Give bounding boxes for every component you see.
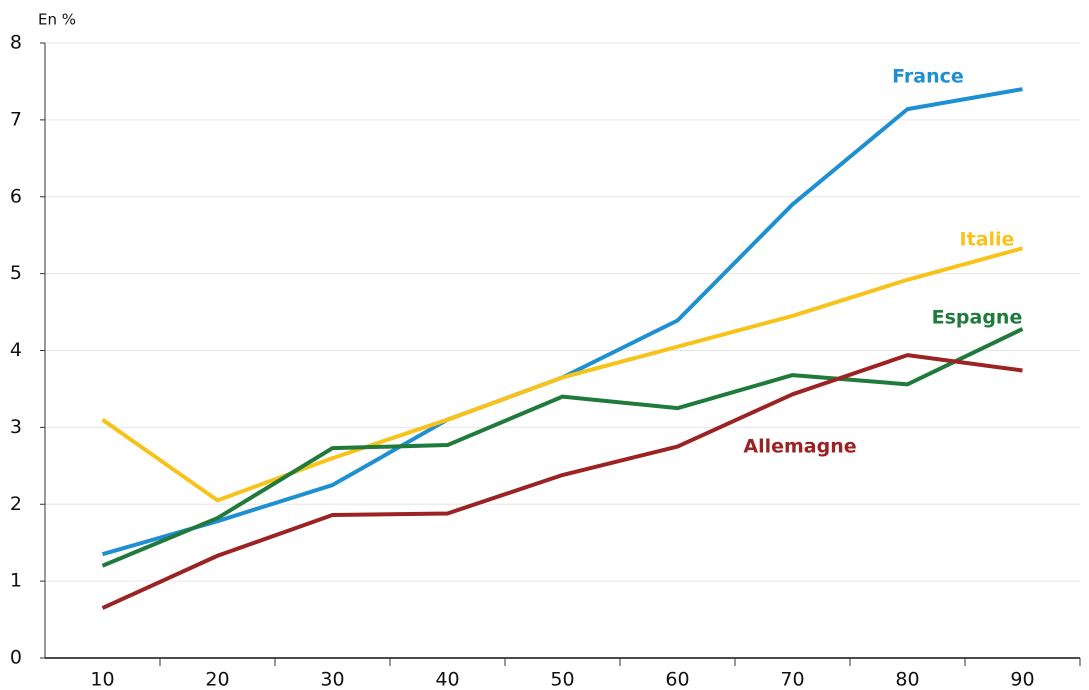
y-tick-label: 3 <box>10 416 22 438</box>
x-tick-label: 40 <box>435 669 459 690</box>
series-label: Espagne <box>932 307 1023 329</box>
y-tick-label: 4 <box>10 339 22 361</box>
y-tick-label: 2 <box>10 493 22 515</box>
series-line <box>101 353 1023 610</box>
x-tick-label: 10 <box>90 669 114 690</box>
series-line <box>101 327 1024 568</box>
series-label: Allemagne <box>743 436 856 458</box>
y-axis-label: En % <box>38 11 76 29</box>
x-tick-label: 20 <box>205 669 229 690</box>
series-line <box>101 87 1023 557</box>
series-label: France <box>892 66 964 88</box>
x-tick-label: 90 <box>1010 669 1034 690</box>
series-line <box>101 246 1024 503</box>
x-tick-label: 70 <box>780 669 804 690</box>
y-tick-label: 1 <box>10 570 22 592</box>
x-tick-label: 60 <box>665 669 689 690</box>
y-tick-label: 8 <box>10 32 22 54</box>
x-tick-label: 30 <box>320 669 344 690</box>
x-tick-label: 80 <box>895 669 919 690</box>
series-label: Italie <box>960 229 1015 251</box>
y-tick-label: 0 <box>10 647 22 669</box>
x-tick-label: 50 <box>550 669 574 690</box>
y-tick-label: 5 <box>10 262 22 284</box>
y-tick-label: 7 <box>10 108 22 130</box>
y-tick-label: 6 <box>10 185 22 207</box>
